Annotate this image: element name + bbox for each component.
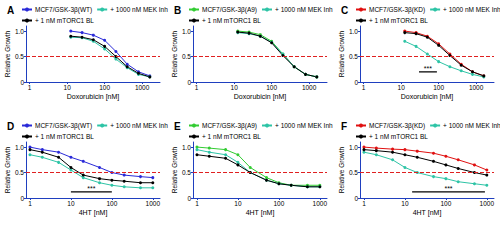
svg-text:MCF7/GSK-3β(WT): MCF7/GSK-3β(WT): [35, 122, 92, 130]
svg-text:1000: 1000: [469, 84, 484, 91]
svg-text:MCF7/GSK-3β(A9): MCF7/GSK-3β(A9): [202, 6, 257, 14]
svg-text:0: 0: [354, 79, 358, 86]
svg-text:Doxorubicin [nM]: Doxorubicin [nM]: [67, 93, 120, 101]
svg-text:1000: 1000: [302, 84, 317, 91]
svg-text:1.0: 1.0: [182, 144, 191, 151]
svg-text:100: 100: [440, 200, 451, 207]
svg-text:MCF7/GSK-3β(KD): MCF7/GSK-3β(KD): [369, 6, 425, 14]
svg-text:Relative Growth: Relative Growth: [171, 147, 178, 194]
svg-text:1.0: 1.0: [15, 144, 24, 151]
svg-text:Relative Growth: Relative Growth: [4, 147, 11, 194]
svg-text:1.0: 1.0: [15, 28, 24, 35]
svg-text:MCF7/GSK-3β(A9): MCF7/GSK-3β(A9): [202, 122, 257, 130]
svg-text:0: 0: [354, 195, 358, 202]
svg-text:F: F: [341, 121, 347, 132]
svg-text:***: ***: [87, 185, 95, 192]
svg-text:0.5: 0.5: [15, 169, 24, 176]
svg-text:0.5: 0.5: [182, 53, 191, 60]
svg-text:0: 0: [187, 195, 191, 202]
svg-text:1: 1: [362, 200, 366, 207]
svg-text:+ 1 nM mTORC1 BL: + 1 nM mTORC1 BL: [35, 133, 94, 140]
svg-text:+ 1000 nM MEK Inh: + 1000 nM MEK Inh: [443, 6, 500, 13]
svg-text:Doxorubicin [nM]: Doxorubicin [nM]: [401, 93, 454, 101]
svg-text:Relative Growth: Relative Growth: [171, 31, 178, 78]
svg-text:1: 1: [195, 200, 199, 207]
svg-text:+ 1000 nM MEK Inh: + 1000 nM MEK Inh: [110, 6, 168, 13]
svg-text:0.5: 0.5: [349, 169, 358, 176]
svg-text:100: 100: [99, 84, 110, 91]
svg-text:10: 10: [67, 200, 75, 207]
svg-text:10: 10: [234, 200, 242, 207]
svg-text:1: 1: [28, 84, 32, 91]
svg-text:***: ***: [424, 65, 432, 72]
svg-text:+ 1000 nM MEK Inh: + 1000 nM MEK Inh: [275, 6, 333, 13]
svg-text:+ 1 nM mTORC1 BL: + 1 nM mTORC1 BL: [202, 133, 261, 140]
svg-text:D: D: [7, 121, 14, 132]
svg-text:1000: 1000: [135, 84, 150, 91]
svg-text:10: 10: [401, 200, 409, 207]
svg-text:0.5: 0.5: [349, 53, 358, 60]
svg-text:0: 0: [187, 79, 191, 86]
svg-text:1000: 1000: [146, 200, 161, 207]
svg-text:1000: 1000: [313, 200, 328, 207]
svg-text:1: 1: [28, 200, 32, 207]
svg-text:1: 1: [195, 84, 199, 91]
svg-text:100: 100: [106, 200, 117, 207]
svg-text:E: E: [174, 121, 181, 132]
svg-text:10: 10: [64, 84, 72, 91]
svg-text:Relative Growth: Relative Growth: [4, 31, 11, 78]
svg-text:0.5: 0.5: [182, 169, 191, 176]
svg-text:100: 100: [433, 84, 444, 91]
svg-text:+ 1000 nM MEK Inh: + 1000 nM MEK Inh: [275, 122, 333, 129]
svg-text:1000: 1000: [480, 200, 495, 207]
svg-text:Relative Growth: Relative Growth: [338, 147, 345, 194]
svg-text:+ 1000 nM MEK Inh: + 1000 nM MEK Inh: [110, 122, 168, 129]
svg-text:C: C: [341, 5, 348, 16]
svg-text:1.0: 1.0: [349, 28, 358, 35]
svg-text:Doxorubicin [nM]: Doxorubicin [nM]: [234, 93, 287, 101]
svg-text:0: 0: [20, 79, 24, 86]
svg-text:B: B: [174, 5, 181, 16]
svg-text:4HT [nM]: 4HT [nM]: [413, 209, 442, 217]
svg-text:4HT [nM]: 4HT [nM]: [246, 209, 275, 217]
svg-text:+ 1000 nM MEK Inh: + 1000 nM MEK Inh: [443, 122, 500, 129]
svg-text:MCF7/GSK-3β(KD): MCF7/GSK-3β(KD): [369, 122, 425, 130]
svg-text:1.0: 1.0: [349, 144, 358, 151]
svg-text:0.5: 0.5: [15, 53, 24, 60]
svg-text:0: 0: [20, 195, 24, 202]
svg-text:+ 1 nM mTORC1 BL: + 1 nM mTORC1 BL: [369, 17, 428, 24]
svg-text:+ 1 nM mTORC1 BL: + 1 nM mTORC1 BL: [202, 17, 261, 24]
svg-text:100: 100: [273, 200, 284, 207]
svg-text:A: A: [7, 5, 14, 16]
svg-text:+ 1 nM mTORC1 BL: + 1 nM mTORC1 BL: [369, 133, 428, 140]
svg-text:10: 10: [398, 84, 406, 91]
svg-text:1.0: 1.0: [182, 28, 191, 35]
svg-text:4HT [nM]: 4HT [nM]: [79, 209, 108, 217]
svg-text:Relative Growth: Relative Growth: [338, 31, 345, 78]
svg-text:1: 1: [362, 84, 366, 91]
svg-text:10: 10: [231, 84, 239, 91]
svg-text:MCF7/GSK-3β(WT): MCF7/GSK-3β(WT): [35, 6, 92, 14]
svg-text:100: 100: [266, 84, 277, 91]
svg-text:+ 1 nM mTORC1 BL: + 1 nM mTORC1 BL: [35, 17, 94, 24]
svg-text:***: ***: [444, 185, 452, 192]
